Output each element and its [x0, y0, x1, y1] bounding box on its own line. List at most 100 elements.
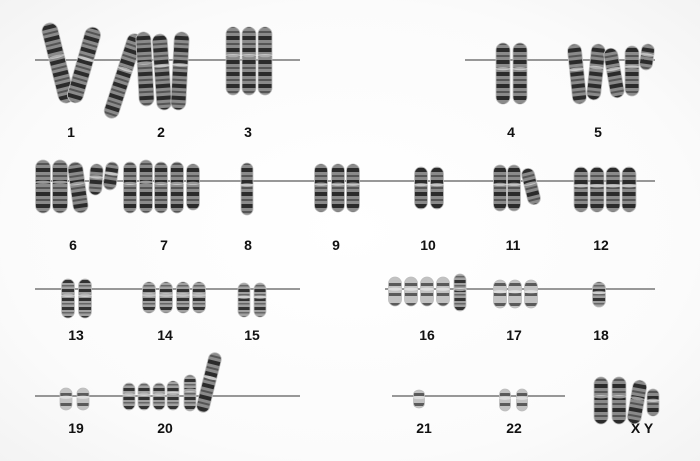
chromosome — [413, 389, 425, 409]
chromosome-group-13 — [61, 278, 92, 319]
chromosome-group-10 — [414, 166, 444, 210]
chromosome — [103, 161, 119, 191]
chromosome — [605, 166, 621, 213]
chromosome — [52, 159, 68, 214]
chromosome-group-14-label: 14 — [157, 327, 173, 343]
chromosome — [611, 376, 627, 425]
chromosome-group-3-label: 3 — [244, 124, 252, 140]
chromosome-group-8-label: 8 — [244, 237, 252, 253]
chromosome — [414, 166, 428, 210]
chromosome — [404, 276, 418, 307]
chromosome — [139, 159, 153, 214]
chromosome-group-18 — [592, 281, 606, 308]
chromosome-group-1 — [41, 22, 101, 104]
chromosome — [240, 162, 254, 216]
chromosome-group-1-label: 1 — [67, 124, 75, 140]
chromosome — [624, 45, 640, 97]
chromosome — [186, 163, 200, 211]
chromosome-group-15 — [237, 282, 267, 318]
chromosome-group-22-label: 22 — [506, 420, 522, 436]
chromosome — [123, 161, 137, 214]
chromosome — [135, 31, 155, 107]
chromosome-group-20 — [122, 352, 222, 413]
chromosome — [346, 163, 360, 213]
chromosome — [35, 159, 51, 214]
chromosome — [495, 42, 511, 105]
chromosome — [508, 279, 522, 309]
chromosomes — [35, 22, 660, 425]
chromosome-group-16-label: 16 — [419, 327, 435, 343]
chromosome — [142, 281, 156, 314]
chromosome — [76, 387, 90, 411]
chromosome — [639, 43, 655, 71]
chromosome — [237, 282, 251, 318]
chromosome — [586, 43, 606, 101]
chromosome — [524, 279, 538, 309]
chromosome — [241, 26, 257, 96]
chromosome — [388, 276, 402, 307]
chromosome — [192, 281, 206, 314]
chromosome-group-14 — [142, 281, 206, 314]
chromosome — [152, 382, 166, 411]
chromosome — [67, 26, 101, 104]
chromosome-group-6 — [35, 159, 119, 214]
chromosome-group-21-label: 21 — [416, 420, 432, 436]
chromosome — [589, 166, 605, 213]
chromosome-group-17 — [493, 279, 538, 309]
chromosome-group-16 — [388, 273, 467, 312]
chromosome — [436, 276, 450, 307]
row-lines — [35, 59, 655, 397]
chromosome — [603, 47, 625, 99]
chromosome-group-5 — [567, 43, 655, 105]
chromosome — [253, 282, 267, 318]
chromosome — [453, 273, 467, 312]
chromosome-group-8 — [240, 162, 254, 216]
chromosome — [166, 380, 180, 411]
chromosome-group-19-label: 19 — [68, 420, 84, 436]
chromosome — [151, 33, 173, 111]
chromosome-group-18-label: 18 — [593, 327, 609, 343]
chromosome-group-12 — [573, 166, 637, 213]
chromosome — [592, 281, 606, 308]
chromosome — [159, 281, 173, 314]
chromosome-group-4-label: 4 — [507, 124, 515, 140]
chromosome-group-7-label: 7 — [160, 237, 168, 253]
chromosome — [257, 26, 273, 96]
chromosome-group-3 — [225, 26, 273, 96]
chromosome-group-4 — [495, 42, 528, 105]
chromosome-group-15-label: 15 — [244, 327, 260, 343]
chromosome — [593, 376, 609, 425]
chromosome — [516, 388, 528, 412]
chromosome — [137, 382, 151, 411]
chromosome-group-5-label: 5 — [594, 124, 602, 140]
chromosome-group-6-label: 6 — [69, 237, 77, 253]
chromosome-group-2-label: 2 — [157, 124, 165, 140]
chromosome-group-xy-label: X Y — [630, 420, 654, 436]
chromosome — [430, 166, 444, 210]
chromosome — [626, 379, 648, 425]
chromosome-group-20-label: 20 — [157, 420, 173, 436]
chromosome — [170, 31, 190, 111]
chromosome — [567, 43, 587, 105]
chromosome — [314, 163, 328, 213]
chromosome — [646, 388, 660, 417]
chromosome-group-9 — [314, 163, 360, 213]
chromosome-group-22 — [499, 388, 528, 412]
chromosome — [41, 22, 75, 104]
chromosome — [512, 42, 528, 105]
chromosome — [170, 161, 184, 214]
chromosome — [78, 278, 92, 319]
chromosome — [499, 388, 511, 412]
chromosome — [67, 161, 89, 214]
chromosome — [196, 352, 222, 413]
chromosome-group-7 — [123, 159, 200, 214]
chromosome-group-17-label: 17 — [506, 327, 522, 343]
chromosome — [420, 276, 434, 307]
chromosome-group-13-label: 13 — [68, 327, 84, 343]
chromosome — [225, 26, 241, 96]
chromosome — [521, 167, 541, 206]
chromosome — [507, 164, 521, 212]
chromosome — [154, 161, 168, 214]
